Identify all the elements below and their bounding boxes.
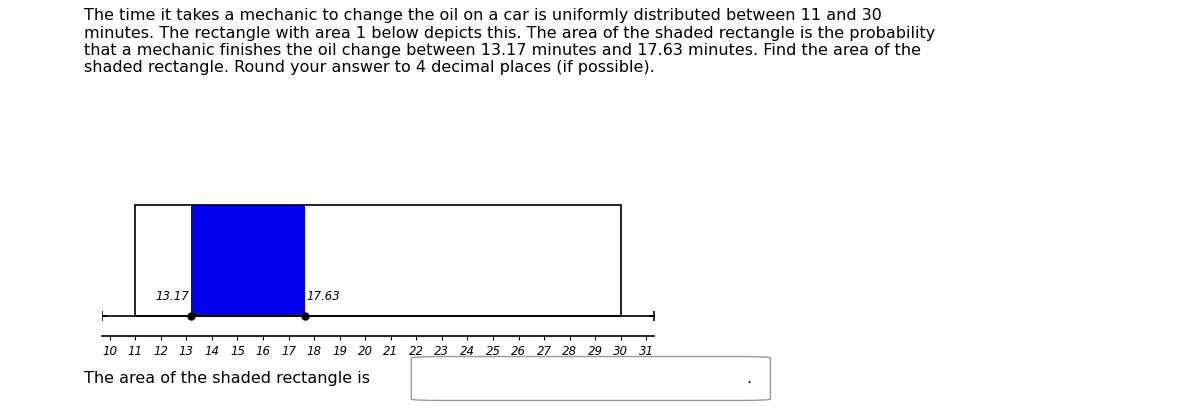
Text: 13.17: 13.17	[156, 289, 190, 302]
Text: The area of the shaded rectangle is: The area of the shaded rectangle is	[84, 371, 370, 386]
Text: .: .	[746, 371, 751, 386]
Bar	[136, 205, 620, 316]
Text: 17.63: 17.63	[306, 289, 340, 302]
Text: The time it takes a mechanic to change the oil on a car is uniformly distributed: The time it takes a mechanic to change t…	[84, 8, 935, 75]
Bar	[191, 205, 305, 316]
FancyBboxPatch shape	[412, 357, 770, 400]
